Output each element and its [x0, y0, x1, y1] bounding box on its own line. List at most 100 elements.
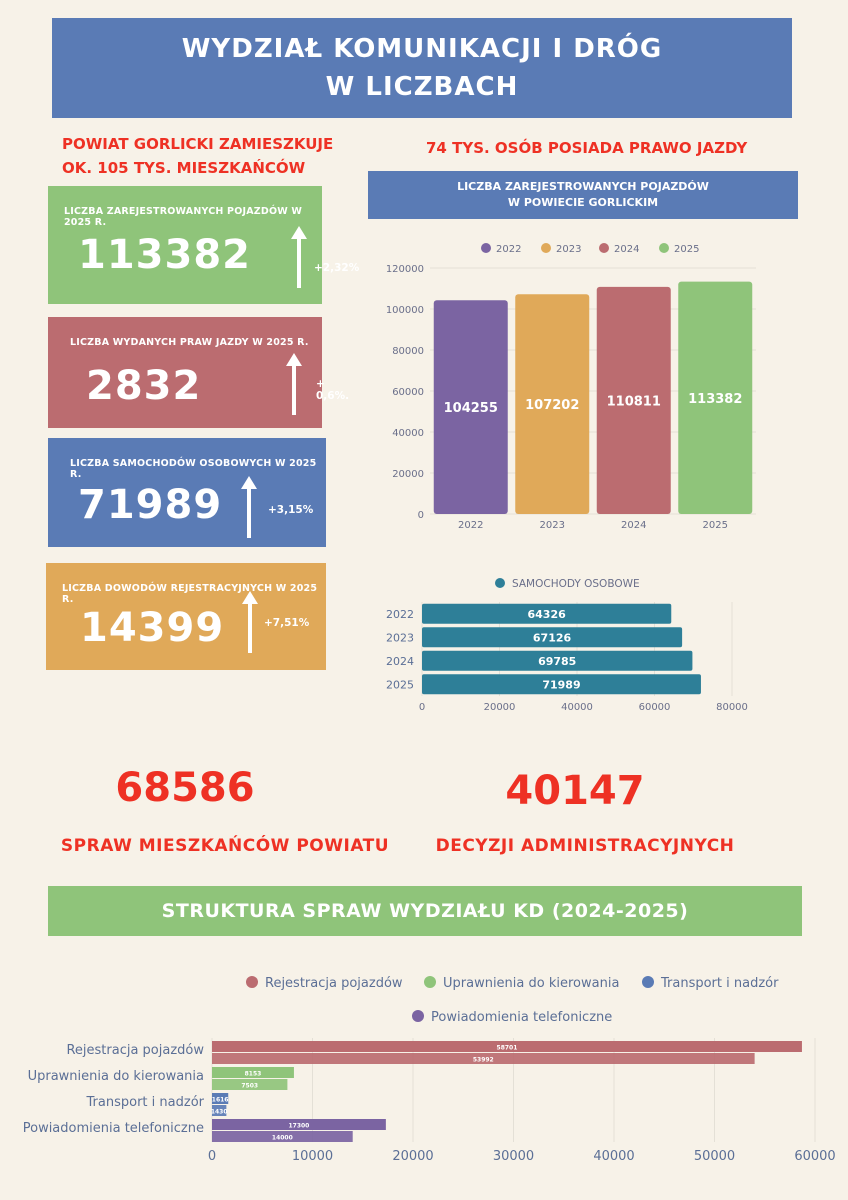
y-tick-label: 80000	[392, 346, 424, 357]
bar	[422, 603, 672, 624]
legend-label: 2022	[496, 244, 521, 255]
x-tick-label: 50000	[694, 1149, 735, 1164]
bar-value-label: 69785	[538, 655, 576, 668]
x-tick-label: 10000	[292, 1149, 333, 1164]
legend-label: Uprawnienia do kierowania	[443, 976, 619, 991]
bar	[212, 1041, 802, 1052]
y-tick-label: 2025	[386, 678, 414, 691]
bar-value-label: 58701	[497, 1045, 518, 1052]
page-title-line2: W LICZBACH	[325, 72, 519, 102]
legend-marker	[424, 976, 436, 988]
page-title-line1: WYDZIAŁ KOMUNIKACJI I DRÓG	[181, 34, 663, 64]
arrow-up-icon	[291, 226, 307, 288]
y-tick-label: 2024	[386, 655, 414, 668]
y-tick-label: Rejestracja pojazdów	[66, 1043, 204, 1058]
population-line2: OK. 105 TYS. MIESZKAŃCÓW	[62, 159, 306, 177]
arrow-up-icon	[242, 591, 258, 653]
bar-value-label: 8153	[245, 1071, 262, 1078]
x-tick-label: 2022	[458, 520, 483, 531]
x-tick-label: 2023	[540, 520, 565, 531]
vehicles-chart-title-line1: LICZBA ZAREJESTROWANYCH POJAZDÓW	[457, 180, 709, 193]
y-tick-label: 100000	[386, 305, 424, 316]
x-tick-label: 60000	[639, 702, 671, 713]
bar	[596, 286, 671, 514]
stat-label: LICZBA DOWODÓW REJESTRACYJNYCH W 2025 R.	[62, 583, 318, 605]
x-tick-label: 0	[419, 702, 425, 713]
y-tick-label: 2023	[386, 631, 414, 644]
stat-value: 2832	[86, 363, 202, 409]
population-note: POWIAT GORLICKI ZAMIESZKUJE OK. 105 TYS.…	[62, 132, 333, 180]
bar-value-label: 53992	[473, 1057, 494, 1064]
bar	[212, 1131, 353, 1142]
x-tick-label: 20000	[392, 1149, 433, 1164]
stat-value: 14399	[80, 605, 225, 651]
bar	[212, 1067, 294, 1078]
stat-change: +3,15%	[268, 504, 314, 516]
bar-value-label: 110811	[607, 394, 661, 409]
cases-total-value: 68586	[115, 765, 255, 811]
bar	[212, 1119, 386, 1130]
bar	[422, 650, 693, 671]
bar	[433, 300, 508, 514]
y-tick-label: 2022	[386, 608, 414, 621]
y-tick-label: 120000	[386, 264, 424, 275]
bar-value-label: 17300	[288, 1123, 309, 1130]
legend-label: Rejestracja pojazdów	[265, 976, 403, 991]
legend-label: 2024	[614, 244, 639, 255]
arrow-up-icon	[241, 476, 257, 538]
legend-marker	[246, 976, 258, 988]
legend-label: SAMOCHODY OSOBOWE	[512, 578, 640, 590]
stat-box-registrations: LICZBA DOWODÓW REJESTRACYJNYCH W 2025 R.…	[46, 563, 326, 670]
stat-label: LICZBA WYDANYCH PRAW JAZDY W 2025 R.	[70, 337, 309, 348]
y-tick-label: 40000	[392, 428, 424, 439]
bar-value-label: 1616	[212, 1097, 229, 1104]
y-tick-label: 20000	[392, 469, 424, 480]
stat-value: 71989	[78, 482, 223, 528]
legend-marker	[599, 243, 609, 253]
decisions-total-label: DECYZJI ADMINISTRACYJNYCH	[435, 836, 735, 856]
vehicles-bar-chart: 2022 2023 2024 2025 0 20000 40000 60000 80000 100…	[386, 243, 756, 531]
stat-box-vehicles: LICZBA ZAREJESTROWANYCH POJAZDÓW W 2025 …	[48, 186, 359, 304]
stat-box-cars: LICZBA SAMOCHODÓW OSOBOWYCH W 2025 R. 71…	[48, 438, 326, 547]
y-tick-label: 0	[418, 510, 424, 521]
licence-note: 74 TYS. OSÓB POSIADA PRAWO JAZDY	[426, 139, 748, 157]
bar	[422, 674, 701, 695]
legend-label: 2023	[556, 244, 581, 255]
stat-value: 113382	[78, 232, 251, 278]
x-tick-label: 80000	[716, 702, 748, 713]
x-tick-label: 20000	[484, 702, 516, 713]
bar-value-label: 113382	[688, 392, 742, 407]
stat-change: +2,32%	[314, 262, 360, 274]
legend-marker	[642, 976, 654, 988]
bar	[678, 281, 753, 514]
vehicles-chart-title: LICZBA ZAREJESTROWANYCH POJAZDÓW W POWIE…	[368, 171, 798, 219]
bar-value-label: 7503	[241, 1083, 258, 1090]
population-line1: POWIAT GORLICKI ZAMIESZKUJE	[62, 135, 334, 153]
stat-label: LICZBA ZAREJESTROWANYCH POJAZDÓW W 2025 …	[64, 206, 303, 228]
legend-marker	[541, 243, 551, 253]
bar-value-label: 71989	[542, 678, 580, 691]
legend-marker	[412, 1010, 424, 1022]
cases-total-label: SPRAW MIESZKAŃCÓW POWIATU	[60, 836, 390, 856]
bar	[515, 294, 590, 514]
x-tick-label: 30000	[493, 1149, 534, 1164]
legend-marker	[659, 243, 669, 253]
bar	[212, 1079, 288, 1090]
bar-value-label: 104255	[444, 401, 498, 416]
bar	[422, 627, 683, 648]
legend-marker	[481, 243, 491, 253]
page-title-banner: WYDZIAŁ KOMUNIKACJI I DRÓG W LICZBACH	[52, 18, 792, 118]
x-tick-label: 40000	[561, 702, 593, 713]
y-tick-label: 60000	[392, 387, 424, 398]
bar-value-label: 107202	[525, 398, 579, 413]
legend-label: Powiadomienia telefoniczne	[431, 1010, 612, 1025]
stat-label: LICZBA SAMOCHODÓW OSOBOWYCH W 2025 R.	[70, 458, 317, 480]
y-tick-label: Transport i nadzór	[86, 1095, 205, 1110]
bar-value-label: 1430	[211, 1109, 228, 1116]
legend-marker	[495, 578, 505, 588]
legend-label: 2025	[674, 244, 699, 255]
cars-bar-chart: SAMOCHODY OSOBOWE 0 20000 40000 60000 80000 64…	[386, 578, 748, 713]
bar-value-label: 64326	[527, 608, 566, 621]
bar	[212, 1093, 229, 1104]
structure-bar-chart: Rejestracja pojazdów Uprawnienia do kiero…	[23, 976, 836, 1164]
